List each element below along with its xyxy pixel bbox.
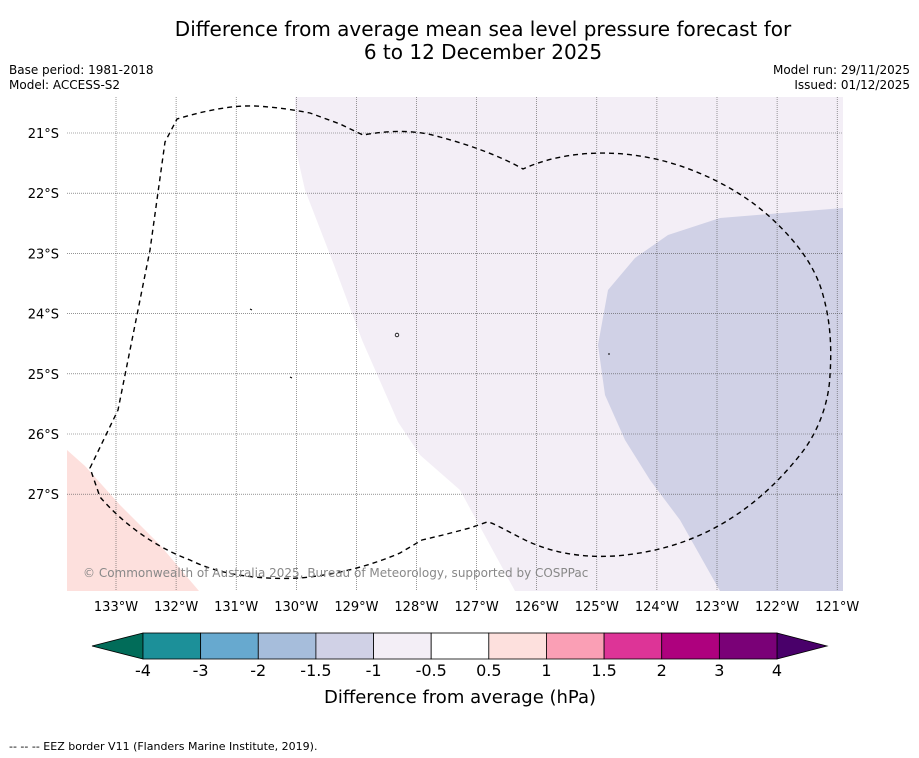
lon-label: 132°W <box>154 600 198 615</box>
colorbar-segment <box>373 632 432 660</box>
lon-label: 130°W <box>274 600 318 615</box>
lon-label: 129°W <box>334 600 378 615</box>
chart-title: Difference from average mean sea level p… <box>0 18 919 64</box>
colorbar-tick: 2 <box>657 661 667 680</box>
base-period-label: Base period: 1981-2018 <box>9 63 154 77</box>
lon-label: 128°W <box>394 600 438 615</box>
lon-label: 125°W <box>575 600 619 615</box>
copyright-text: © Commonwealth of Australia 2025, Bureau… <box>83 566 588 580</box>
model-run-label: Model run: 29/11/2025 <box>772 63 910 77</box>
lat-label: 27°S <box>28 488 59 503</box>
island-mark <box>249 308 253 311</box>
colorbar-over-arrow <box>776 632 829 660</box>
lat-label: 24°S <box>28 308 59 323</box>
lon-label: 122°W <box>755 600 799 615</box>
colorbar-segment <box>257 632 317 660</box>
issued-label: Issued: 01/12/2025 <box>794 78 910 92</box>
island-mark <box>394 332 400 338</box>
colorbar-tick: -0.5 <box>416 661 447 680</box>
longitude-labels: 133°W 132°W 131°W 130°W 129°W 128°W 127°W 126°W… <box>94 600 860 615</box>
title-line-2: 6 to 12 December 2025 <box>363 40 603 64</box>
eez-border <box>89 105 832 580</box>
colorbar-tick-labels: -4 -3 -2 -1.5 -1 -0.5 0.5 1 1.5 2 3 4 <box>135 661 782 680</box>
lat-label: 23°S <box>28 247 59 262</box>
colorbar-segment <box>430 632 490 660</box>
lon-label: 133°W <box>94 600 138 615</box>
colorbar-segment <box>315 632 374 660</box>
lon-label: 123°W <box>695 600 739 615</box>
colorbar-tick: -4 <box>135 661 151 680</box>
colorbar-tick: 0.5 <box>476 661 501 680</box>
colorbar-tick: 4 <box>772 661 782 680</box>
colorbar-segment <box>603 632 663 660</box>
meta-left: Base period: 1981-2018 Model: ACCESS-S2 <box>9 63 154 93</box>
colorbar-segment <box>718 632 778 660</box>
lon-label: 124°W <box>635 600 679 615</box>
colorbar-tick: -1.5 <box>300 661 331 680</box>
colorbar-tick: -2 <box>250 661 266 680</box>
colorbar-segment <box>546 632 605 660</box>
lat-label: 22°S <box>28 187 59 202</box>
colorbar <box>91 632 829 660</box>
colorbar-tick: 1 <box>541 661 551 680</box>
lat-label: 21°S <box>28 127 59 142</box>
colorbar-tick: -3 <box>193 661 209 680</box>
colorbar-segment <box>488 632 547 660</box>
lat-label: 26°S <box>28 428 59 443</box>
colorbar-under-arrow <box>91 632 144 660</box>
eez-footnote: -- -- -- EEZ border V11 (Flanders Marine… <box>9 740 318 753</box>
colorbar-segment <box>142 632 202 660</box>
lon-gridlines <box>115 97 838 591</box>
colorbar-segment <box>200 632 259 660</box>
colorbar-tick: 1.5 <box>591 661 616 680</box>
region-lavender <box>598 208 843 591</box>
lon-label: 127°W <box>455 600 499 615</box>
title-line-1: Difference from average mean sea level p… <box>174 17 792 41</box>
colorbar-tick: -1 <box>366 661 382 680</box>
colorbar-tick: 3 <box>714 661 724 680</box>
colorbar-segment <box>661 632 720 660</box>
meta-right: Model run: 29/11/2025 Issued: 01/12/2025 <box>773 63 910 93</box>
lat-label: 25°S <box>28 368 59 383</box>
latitude-labels: 21°S 22°S 23°S 24°S 25°S 26°S 27°S <box>28 127 59 503</box>
model-label: Model: ACCESS-S2 <box>9 78 121 92</box>
lon-label: 126°W <box>515 600 559 615</box>
lon-label: 121°W <box>815 600 859 615</box>
colorbar-label: Difference from average (hPa) <box>324 687 596 708</box>
region-light-pink <box>67 450 199 591</box>
lon-label: 131°W <box>214 600 258 615</box>
map-area: © Commonwealth of Australia 2025, Bureau… <box>67 97 843 591</box>
lat-gridlines <box>67 132 843 495</box>
island-mark <box>289 376 293 379</box>
